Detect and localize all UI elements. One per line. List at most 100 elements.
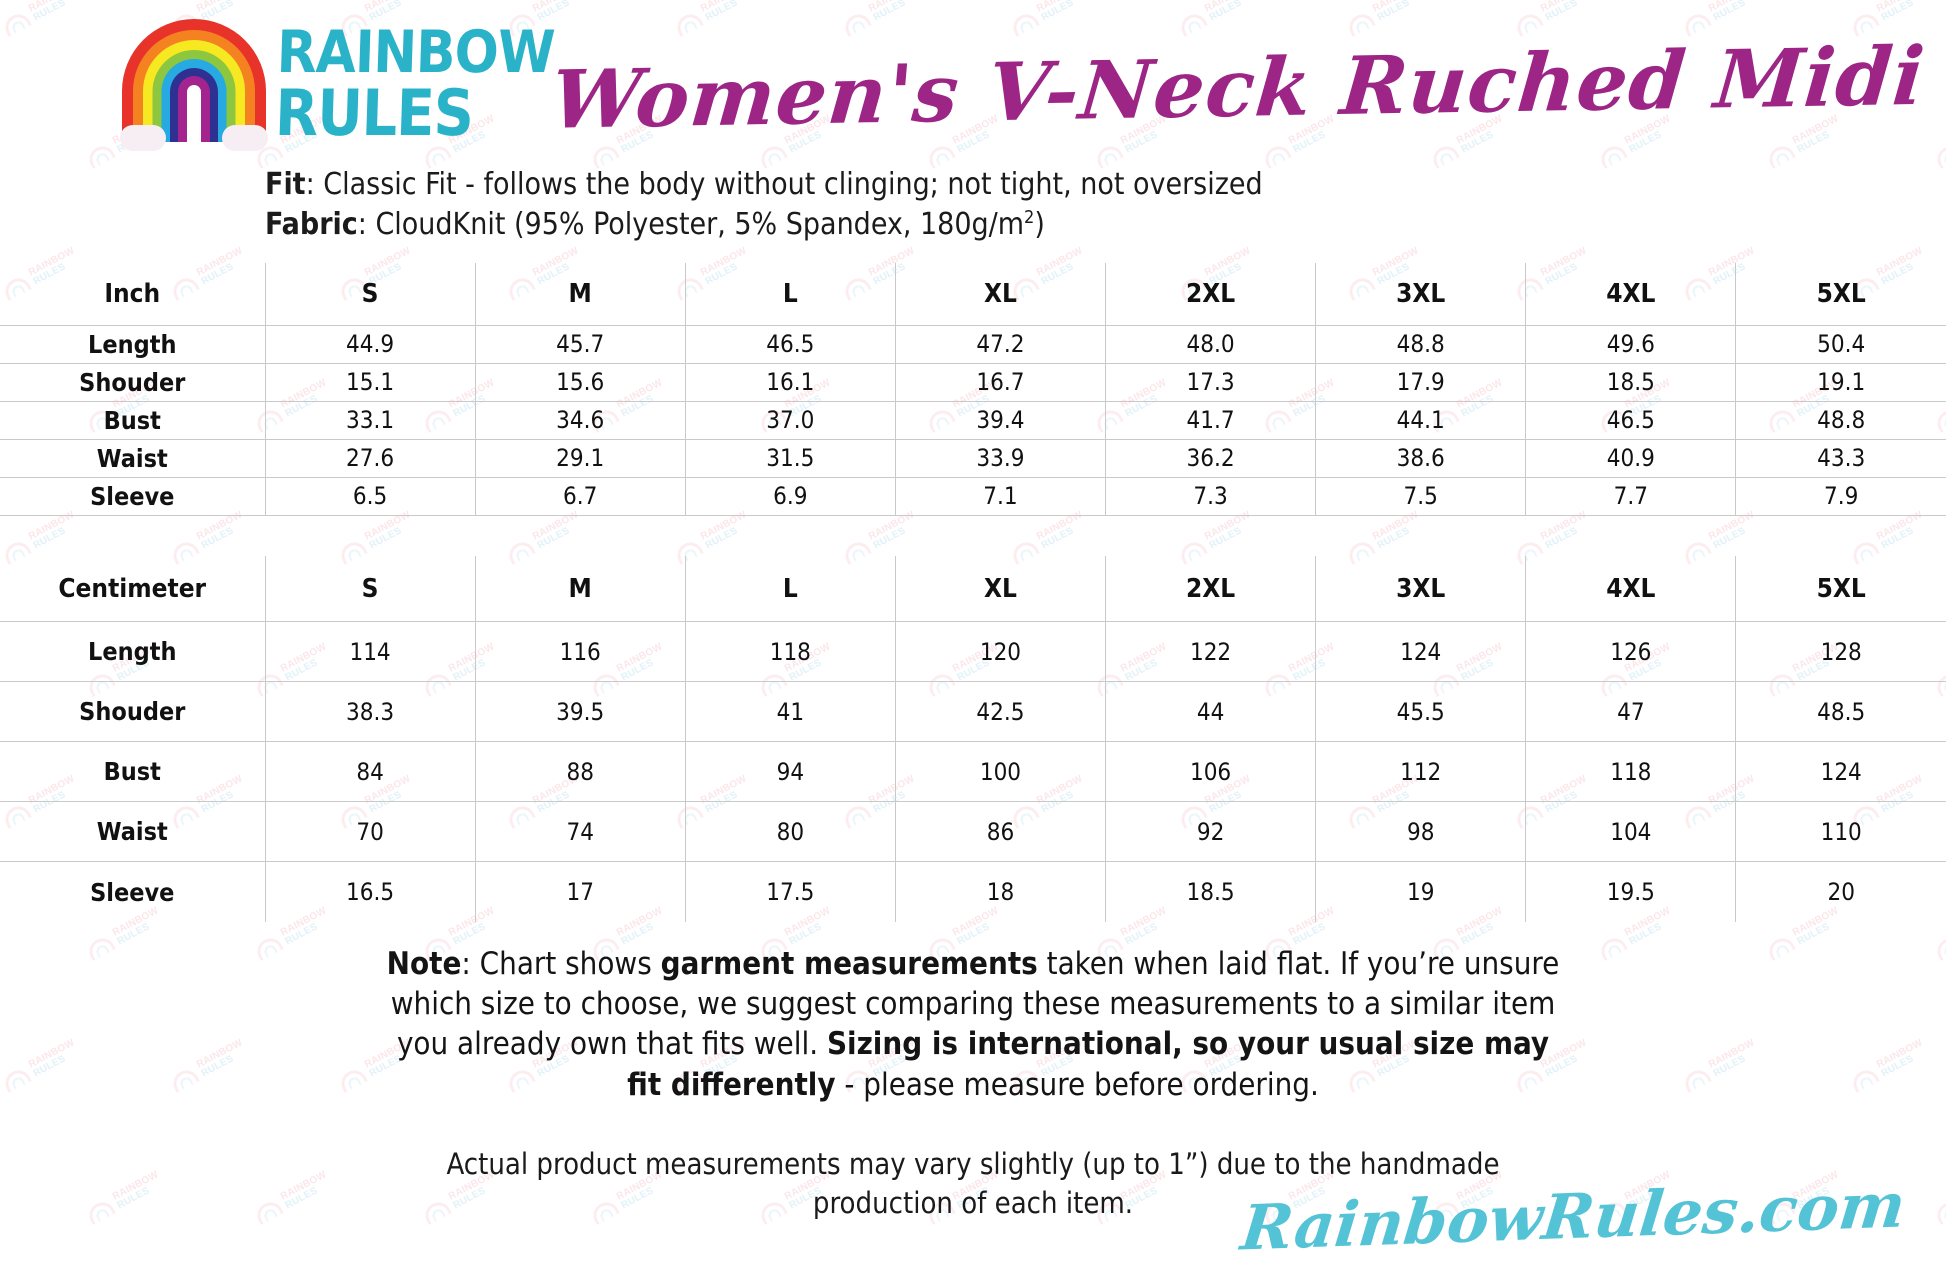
column-header-size-4xl: 4XL bbox=[1525, 263, 1737, 326]
cell-length-xl: 47.2 bbox=[894, 324, 1107, 364]
table-row: Shouder 15.1 15.6 16.1 16.7 17.3 17.9 18.5 19.1 bbox=[0, 362, 1946, 402]
cell-sleeve-2xl: 18.5 bbox=[1104, 861, 1317, 922]
cell-shouder-m: 39.5 bbox=[474, 681, 686, 743]
cell-shouder-5xl: 48.5 bbox=[1735, 681, 1946, 743]
column-header-size-s: S bbox=[264, 555, 476, 623]
disclaimer-section: Actual product measurements may vary sli… bbox=[0, 1105, 1946, 1223]
cell-sleeve-s: 6.5 bbox=[264, 476, 476, 516]
cell-waist-l: 31.5 bbox=[684, 438, 896, 478]
cell-shouder-l: 16.1 bbox=[684, 362, 896, 402]
cell-sleeve-2xl: 7.3 bbox=[1104, 476, 1317, 516]
page-title: Women's V-Neck Ruched Midi Dress bbox=[547, 23, 1946, 147]
cell-bust-5xl: 48.8 bbox=[1735, 400, 1946, 440]
cell-waist-s: 70 bbox=[264, 801, 476, 863]
cell-sleeve-4xl: 7.7 bbox=[1525, 476, 1737, 516]
fabric-tail: ) bbox=[1034, 207, 1045, 243]
cell-length-m: 45.7 bbox=[474, 324, 686, 364]
cell-sleeve-m: 17 bbox=[474, 861, 686, 922]
table-row: Bust 84 88 94 100 106 112 118 124 bbox=[0, 741, 1946, 803]
fabric-value: : CloudKnit (95% Polyester, 5% Spandex, … bbox=[357, 207, 1025, 243]
cell-sleeve-s: 16.5 bbox=[264, 861, 476, 922]
cell-bust-2xl: 106 bbox=[1104, 741, 1317, 803]
cell-waist-m: 74 bbox=[474, 801, 686, 863]
cm-header-row: Centimeter S M L XL 2XL 3XL 4XL 5XL bbox=[0, 555, 1946, 623]
table-row: Sleeve 16.5 17 17.5 18 18.5 19 19.5 20 bbox=[0, 861, 1946, 922]
cell-waist-5xl: 43.3 bbox=[1735, 438, 1946, 478]
column-header-size-s: S bbox=[264, 263, 476, 326]
brand-logo: RAINBOW RULES bbox=[118, 18, 555, 151]
cell-length-2xl: 122 bbox=[1104, 621, 1317, 683]
row-header-length: Length bbox=[0, 621, 266, 683]
column-header-size-3xl: 3XL bbox=[1315, 555, 1527, 623]
column-header-unit: Centimeter bbox=[0, 555, 266, 623]
cell-bust-xl: 39.4 bbox=[894, 400, 1107, 440]
cell-length-4xl: 126 bbox=[1525, 621, 1737, 683]
note-part-3: - please measure before ordering. bbox=[835, 1066, 1319, 1103]
cell-waist-xl: 33.9 bbox=[894, 438, 1107, 478]
table-row: Bust 33.1 34.6 37.0 39.4 41.7 44.1 46.5 48.8 bbox=[0, 400, 1946, 440]
inch-table-body: Length 44.9 45.7 46.5 47.2 48.0 48.8 49.6 50.4 Sh… bbox=[0, 324, 1946, 516]
cell-sleeve-4xl: 19.5 bbox=[1525, 861, 1737, 922]
cell-waist-3xl: 38.6 bbox=[1315, 438, 1527, 478]
cell-length-5xl: 128 bbox=[1735, 621, 1946, 683]
table-spacer bbox=[0, 516, 1946, 556]
cell-sleeve-m: 6.7 bbox=[474, 476, 686, 516]
cell-shouder-m: 15.6 bbox=[474, 362, 686, 402]
column-header-size-xl: XL bbox=[894, 263, 1107, 326]
cell-waist-l: 80 bbox=[684, 801, 896, 863]
cell-waist-s: 27.6 bbox=[264, 438, 476, 478]
cell-sleeve-xl: 7.1 bbox=[894, 476, 1107, 516]
row-header-sleeve: Sleeve bbox=[0, 476, 266, 516]
cloud-icon-left bbox=[120, 124, 166, 151]
cell-shouder-xl: 42.5 bbox=[894, 681, 1107, 743]
cell-length-2xl: 48.0 bbox=[1104, 324, 1317, 364]
fit-value: : Classic Fit - follows the body without… bbox=[305, 167, 1263, 202]
cell-shouder-4xl: 47 bbox=[1525, 681, 1737, 743]
fabric-line: Fabric: CloudKnit (95% Polyester, 5% Spa… bbox=[265, 205, 1946, 245]
column-header-size-2xl: 2XL bbox=[1104, 263, 1317, 326]
cm-table-body: Length 114 116 118 120 122 124 126 128 Shouder 38.… bbox=[0, 621, 1946, 922]
size-table-centimeter: Centimeter S M L XL 2XL 3XL 4XL 5XL Length 114 116… bbox=[0, 555, 1946, 922]
cell-bust-3xl: 44.1 bbox=[1315, 400, 1527, 440]
note-paragraph: Note: Chart shows garment measurements t… bbox=[378, 944, 1568, 1105]
disclaimer-text: Actual product measurements may vary sli… bbox=[446, 1147, 1500, 1220]
column-header-size-5xl: 5XL bbox=[1735, 263, 1946, 326]
cell-waist-3xl: 98 bbox=[1315, 801, 1527, 863]
size-table-inch: Inch S M L XL 2XL 3XL 4XL 5XL Length 44.9 45.7 46.5… bbox=[0, 263, 1946, 516]
table-row: Length 44.9 45.7 46.5 47.2 48.0 48.8 49.6 50.4 bbox=[0, 324, 1946, 364]
table-row: Length 114 116 118 120 122 124 126 128 bbox=[0, 621, 1946, 683]
cell-waist-2xl: 36.2 bbox=[1104, 438, 1317, 478]
row-header-length: Length bbox=[0, 324, 266, 364]
fit-label: Fit bbox=[265, 167, 306, 202]
cell-waist-4xl: 40.9 bbox=[1525, 438, 1737, 478]
row-header-bust: Bust bbox=[0, 400, 266, 440]
cell-length-l: 118 bbox=[684, 621, 896, 683]
cell-sleeve-l: 17.5 bbox=[684, 861, 896, 922]
cell-shouder-l: 41 bbox=[684, 681, 896, 743]
row-header-shouder: Shouder bbox=[0, 681, 266, 743]
brand-line-2: RULES bbox=[274, 76, 475, 151]
fabric-label: Fabric bbox=[265, 207, 358, 243]
product-details: Fit: Classic Fit - follows the body with… bbox=[0, 155, 1946, 263]
page-header: RAINBOW RULES Women's V-Neck Ruched Midi… bbox=[0, 0, 1946, 155]
table-row: Shouder 38.3 39.5 41 42.5 44 45.5 47 48.5 bbox=[0, 681, 1946, 743]
column-header-size-l: L bbox=[684, 263, 896, 326]
cell-length-3xl: 124 bbox=[1315, 621, 1527, 683]
column-header-size-m: M bbox=[474, 263, 686, 326]
cell-bust-m: 88 bbox=[474, 741, 686, 803]
cell-sleeve-xl: 18 bbox=[894, 861, 1107, 922]
cm-table-head: Centimeter S M L XL 2XL 3XL 4XL 5XL bbox=[0, 555, 1946, 623]
cell-waist-4xl: 104 bbox=[1525, 801, 1737, 863]
cell-length-3xl: 48.8 bbox=[1315, 324, 1527, 364]
row-header-bust: Bust bbox=[0, 741, 266, 803]
cell-bust-2xl: 41.7 bbox=[1104, 400, 1317, 440]
note-part-2: taken when laid flat. If you’re unsure w… bbox=[390, 945, 1560, 1063]
note-bold-2: Sizing is international, so your usual s… bbox=[627, 1026, 1550, 1103]
cell-shouder-2xl: 44 bbox=[1104, 681, 1317, 743]
cell-bust-l: 94 bbox=[684, 741, 896, 803]
row-header-shouder: Shouder bbox=[0, 362, 266, 402]
column-header-size-3xl: 3XL bbox=[1315, 263, 1527, 326]
cell-shouder-3xl: 17.9 bbox=[1315, 362, 1527, 402]
